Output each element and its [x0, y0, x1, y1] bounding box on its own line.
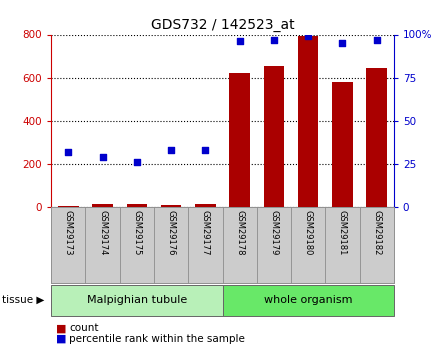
- Title: GDS732 / 142523_at: GDS732 / 142523_at: [151, 18, 294, 32]
- Text: GSM29173: GSM29173: [64, 210, 73, 256]
- Text: ■: ■: [56, 334, 66, 344]
- Text: GSM29180: GSM29180: [303, 210, 313, 255]
- FancyBboxPatch shape: [85, 207, 120, 283]
- FancyBboxPatch shape: [291, 207, 325, 283]
- Bar: [161, 205, 182, 207]
- Text: GSM29177: GSM29177: [201, 210, 210, 256]
- Text: GSM29181: GSM29181: [338, 210, 347, 255]
- Bar: [126, 204, 147, 207]
- Bar: [229, 73, 250, 207]
- Point: [202, 147, 209, 153]
- Point: [65, 149, 72, 155]
- FancyBboxPatch shape: [325, 207, 360, 283]
- Point: [236, 39, 243, 44]
- FancyBboxPatch shape: [222, 207, 257, 283]
- FancyBboxPatch shape: [360, 207, 394, 283]
- Text: count: count: [69, 324, 98, 333]
- FancyBboxPatch shape: [154, 207, 188, 283]
- Point: [134, 159, 141, 165]
- Point: [305, 33, 312, 39]
- Text: GSM29178: GSM29178: [235, 210, 244, 256]
- Bar: [58, 206, 79, 207]
- Point: [168, 147, 175, 153]
- Text: GSM29182: GSM29182: [372, 210, 381, 255]
- Text: GSM29174: GSM29174: [98, 210, 107, 255]
- Text: tissue ▶: tissue ▶: [2, 295, 44, 305]
- Bar: [92, 204, 113, 207]
- FancyBboxPatch shape: [120, 207, 154, 283]
- FancyBboxPatch shape: [188, 207, 222, 283]
- Point: [99, 154, 106, 160]
- FancyBboxPatch shape: [257, 207, 291, 283]
- Text: GSM29175: GSM29175: [132, 210, 142, 255]
- Text: percentile rank within the sample: percentile rank within the sample: [69, 334, 245, 344]
- FancyBboxPatch shape: [51, 285, 223, 316]
- Point: [271, 37, 278, 42]
- Bar: [263, 66, 284, 207]
- Text: whole organism: whole organism: [264, 295, 352, 305]
- Text: Malpighian tubule: Malpighian tubule: [87, 295, 187, 305]
- Point: [339, 40, 346, 46]
- Bar: [332, 82, 353, 207]
- FancyBboxPatch shape: [51, 207, 85, 283]
- FancyBboxPatch shape: [222, 285, 394, 316]
- Text: GSM29176: GSM29176: [166, 210, 176, 256]
- Text: ■: ■: [56, 324, 66, 333]
- Text: GSM29179: GSM29179: [269, 210, 279, 255]
- Bar: [195, 204, 216, 207]
- Bar: [298, 36, 319, 207]
- Bar: [366, 68, 387, 207]
- Point: [373, 37, 380, 42]
